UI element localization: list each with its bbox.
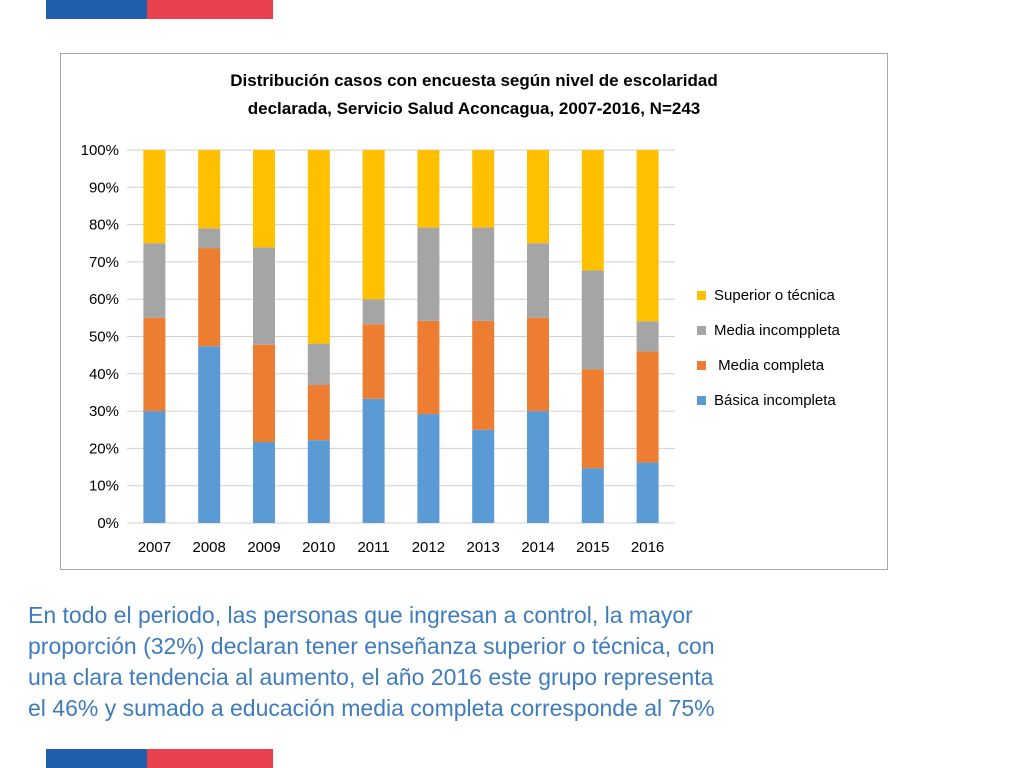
legend-swatch-superior [697, 290, 706, 300]
bar-segment [143, 411, 166, 523]
y-tick-label: 30% [89, 403, 119, 420]
y-tick-label: 70% [89, 254, 119, 271]
bar-segment [472, 429, 495, 523]
chart-title-line1: Distribución casos con encuesta según ni… [230, 71, 718, 90]
bar-segment [581, 150, 604, 271]
bar-segment [307, 440, 330, 523]
bar-segment [472, 320, 495, 430]
bar-segment [253, 344, 275, 443]
legend-label-basica: Básica incompleta [714, 391, 836, 409]
y-tick-label: 60% [89, 291, 119, 308]
bar-segment [417, 227, 440, 321]
bar-segment [581, 270, 604, 370]
legend-label-media-incompleta: Media incomppleta [714, 321, 840, 339]
bar-segment [198, 248, 221, 347]
legend-swatch-media-incompleta [697, 325, 706, 335]
bar-segment [253, 150, 275, 248]
bar-segment [636, 150, 659, 322]
chart-legend: Superior o técnica Media incomppleta Med… [697, 286, 877, 426]
bar-segment [253, 442, 275, 523]
bar-segment [527, 150, 549, 244]
chart-title-line2: declarada, Servicio Salud Aconcagua, 200… [247, 99, 701, 118]
flag-stripe-red-bottom [147, 749, 273, 768]
caption-line-3: una clara tendencia al aumento, el año 2… [28, 664, 714, 690]
legend-item-superior: Superior o técnica [697, 286, 877, 304]
bar-segment [527, 411, 549, 523]
x-tick-label: 2007 [138, 539, 171, 556]
legend-label-media-completa: Media completa [714, 356, 825, 374]
bar-segment [307, 150, 330, 344]
bar-segment [581, 468, 604, 523]
bar-segment [417, 414, 440, 523]
bar-segment [527, 317, 549, 412]
y-tick-label: 0% [97, 515, 119, 532]
bar-segment [143, 243, 166, 318]
x-tick-label: 2011 [357, 539, 389, 556]
bar-segment [472, 150, 495, 228]
flag-stripe-red-top [147, 0, 273, 19]
x-tick-label: 2014 [521, 539, 554, 556]
legend-item-media-completa: Media completa [697, 356, 877, 374]
y-tick-label: 10% [89, 478, 119, 495]
bar-segment [581, 369, 604, 469]
bar-segment [198, 150, 221, 229]
caption-line-1: En todo el periodo, las personas que ing… [28, 602, 693, 628]
bar-segment [253, 247, 275, 345]
x-tick-label: 2013 [467, 539, 500, 556]
legend-item-media-incompleta: Media incomppleta [697, 321, 877, 339]
legend-label-superior: Superior o técnica [714, 286, 835, 304]
bar-segment [636, 351, 659, 463]
x-tick-label: 2016 [631, 539, 664, 556]
y-tick-label: 40% [89, 366, 119, 383]
y-tick-label: 50% [89, 329, 119, 346]
bar-segment [636, 321, 659, 352]
x-tick-label: 2010 [302, 539, 335, 556]
x-tick-label: 2008 [193, 539, 226, 556]
caption-text: En todo el periodo, las personas que ing… [28, 600, 908, 724]
bar-segment [143, 317, 166, 412]
caption-line-4: el 46% y sumado a educación media comple… [28, 695, 715, 721]
flag-stripe-blue-bottom [46, 749, 147, 768]
bar-segment [472, 227, 495, 321]
bar-segment [198, 228, 221, 249]
bar-segment [636, 462, 659, 523]
bar-segment [362, 324, 385, 399]
bar-segment [417, 150, 440, 228]
x-tick-label: 2009 [247, 539, 280, 556]
bar-segment [527, 243, 549, 318]
bar-segment [362, 299, 385, 325]
stacked-bar-chart: 0% 10% 20% 30% 40% 50% 60% 70% 80% 90% 100% 2007 200… [81, 142, 675, 556]
bar-segment [198, 346, 221, 523]
caption-line-2: proporción (32%) declaran tener enseñanz… [28, 633, 715, 659]
bar-segment [362, 398, 385, 523]
y-tick-label: 20% [89, 440, 119, 457]
bar-segment [362, 150, 385, 300]
legend-swatch-basica [697, 395, 706, 405]
y-tick-label: 90% [89, 179, 119, 196]
chart-frame: Distribución casos con encuesta según ni… [60, 53, 888, 570]
flag-stripe-blue-top [46, 0, 147, 19]
y-tick-label: 100% [81, 142, 119, 159]
y-tick-label: 80% [89, 217, 119, 234]
bar-segment [143, 150, 166, 244]
bar-segment [307, 343, 330, 385]
x-tick-label: 2015 [576, 539, 609, 556]
x-tick-label: 2012 [412, 539, 445, 556]
bar-segment [307, 384, 330, 441]
bar-segment [417, 320, 440, 415]
legend-item-basica: Básica incompleta [697, 391, 877, 409]
legend-swatch-media-completa [697, 360, 706, 370]
